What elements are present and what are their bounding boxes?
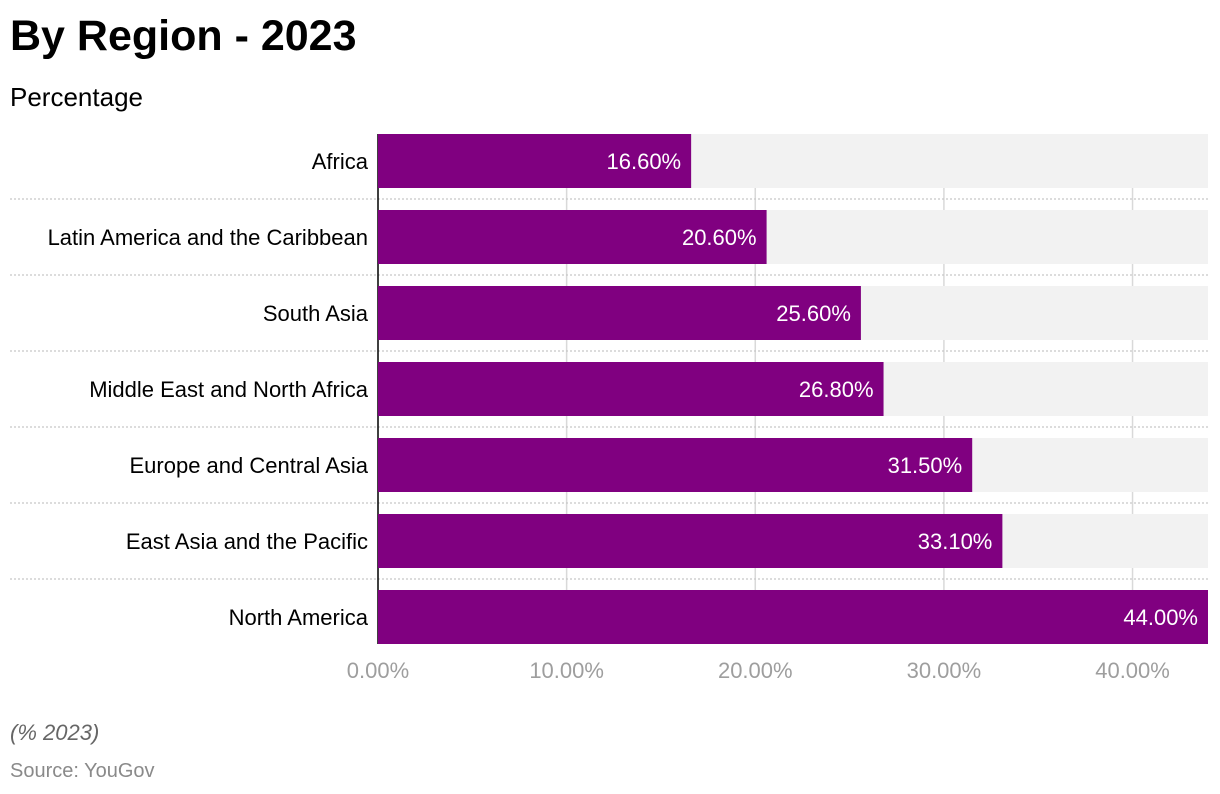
- chart-subtitle: Percentage: [10, 82, 143, 112]
- bar: [378, 286, 861, 340]
- x-tick-label: 20.00%: [718, 658, 793, 683]
- category-label: Middle East and North Africa: [89, 377, 369, 402]
- category-label: Europe and Central Asia: [130, 453, 369, 478]
- chart-footnote: (% 2023): [10, 720, 100, 745]
- value-label: 25.60%: [776, 301, 851, 326]
- bar: [378, 438, 973, 492]
- category-label: Africa: [312, 149, 369, 174]
- category-label: North America: [229, 605, 369, 630]
- bar: [378, 514, 1003, 568]
- value-label: 33.10%: [918, 529, 993, 554]
- label-layer: Africa 16.60% Latin America and the Caribb…: [48, 149, 1198, 630]
- bar: [378, 210, 767, 264]
- value-label: 20.60%: [682, 225, 757, 250]
- bar-chart: Africa 16.60% Latin America and the Caribb…: [10, 134, 1208, 683]
- value-label: 16.60%: [607, 149, 682, 174]
- x-tick-label: 30.00%: [907, 658, 982, 683]
- x-tick-label: 10.00%: [529, 658, 604, 683]
- value-label: 31.50%: [888, 453, 963, 478]
- bar: [378, 590, 1208, 644]
- x-tick-label: 40.00%: [1095, 658, 1170, 683]
- category-label: Latin America and the Caribbean: [48, 225, 368, 250]
- chart-source: Source: YouGov: [10, 760, 155, 782]
- chart-title: By Region - 2023: [10, 12, 357, 60]
- tick-layer: 0.00% 10.00% 20.00% 30.00% 40.00%: [347, 658, 1170, 683]
- x-tick-label: 0.00%: [347, 658, 409, 683]
- category-label: South Asia: [263, 301, 369, 326]
- value-label: 26.80%: [799, 377, 874, 402]
- category-label: East Asia and the Pacific: [126, 529, 368, 554]
- bar: [378, 362, 884, 416]
- value-label: 44.00%: [1123, 605, 1198, 630]
- bar: [378, 134, 692, 188]
- bar-layer: [378, 134, 1208, 644]
